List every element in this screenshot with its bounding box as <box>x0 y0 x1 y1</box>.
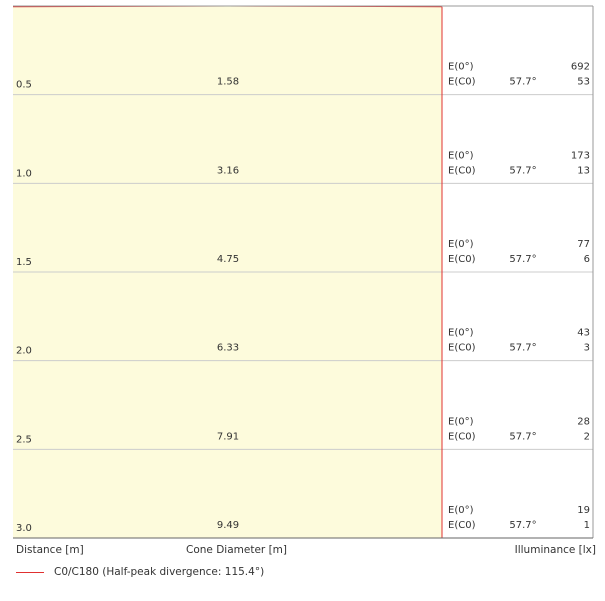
e0-label: E(0°) <box>448 505 474 516</box>
diameter-label: 9.49 <box>217 520 239 531</box>
ec0-label: E(C0) <box>448 254 476 265</box>
e0-label: E(0°) <box>448 239 474 250</box>
diameter-axis-label: Cone Diameter [m] <box>186 544 287 556</box>
diameter-label: 1.58 <box>217 77 239 88</box>
half-angle-label: 57.7° <box>509 520 536 531</box>
legend-line-icon <box>16 571 44 573</box>
e0-value: 692 <box>571 62 590 73</box>
half-angle-label: 57.7° <box>509 254 536 265</box>
ec0-value: 53 <box>577 77 590 88</box>
half-angle-label: 57.7° <box>509 343 536 354</box>
distance-label: 2.0 <box>16 346 32 357</box>
ec0-value: 3 <box>584 343 590 354</box>
distance-label: 3.0 <box>16 523 32 534</box>
half-angle-label: 57.7° <box>509 77 536 88</box>
e0-label: E(0°) <box>448 328 474 339</box>
diameter-label: 4.75 <box>217 254 239 265</box>
diameter-label: 7.91 <box>217 431 239 442</box>
distance-label: 1.5 <box>16 257 32 268</box>
ec0-label: E(C0) <box>448 77 476 88</box>
half-angle-label: 57.7° <box>509 165 536 176</box>
ec0-label: E(C0) <box>448 343 476 354</box>
ec0-value: 13 <box>577 165 590 176</box>
ec0-label: E(C0) <box>448 520 476 531</box>
distance-axis-label: Distance [m] <box>16 544 84 556</box>
e0-label: E(0°) <box>448 150 474 161</box>
distance-label: 1.0 <box>16 168 32 179</box>
legend-label: C0/C180 (Half-peak divergence: 115.4°) <box>54 566 265 578</box>
distance-label: 0.5 <box>16 80 32 91</box>
e0-value: 77 <box>577 239 590 250</box>
ec0-value: 1 <box>584 520 590 531</box>
half-angle-label: 57.7° <box>509 431 536 442</box>
legend: C0/C180 (Half-peak divergence: 115.4°) <box>16 566 264 578</box>
ec0-value: 6 <box>584 254 590 265</box>
e0-value: 28 <box>577 416 590 427</box>
illuminance-axis-label: Illuminance [lx] <box>514 544 596 556</box>
ec0-label: E(C0) <box>448 431 476 442</box>
e0-value: 173 <box>571 150 590 161</box>
e0-label: E(0°) <box>448 416 474 427</box>
ec0-label: E(C0) <box>448 165 476 176</box>
ec0-value: 2 <box>584 431 590 442</box>
e0-value: 19 <box>577 505 590 516</box>
distance-label: 2.5 <box>16 434 32 445</box>
e0-label: E(0°) <box>448 62 474 73</box>
diameter-label: 3.16 <box>217 165 239 176</box>
e0-value: 43 <box>577 328 590 339</box>
diameter-label: 6.33 <box>217 343 239 354</box>
